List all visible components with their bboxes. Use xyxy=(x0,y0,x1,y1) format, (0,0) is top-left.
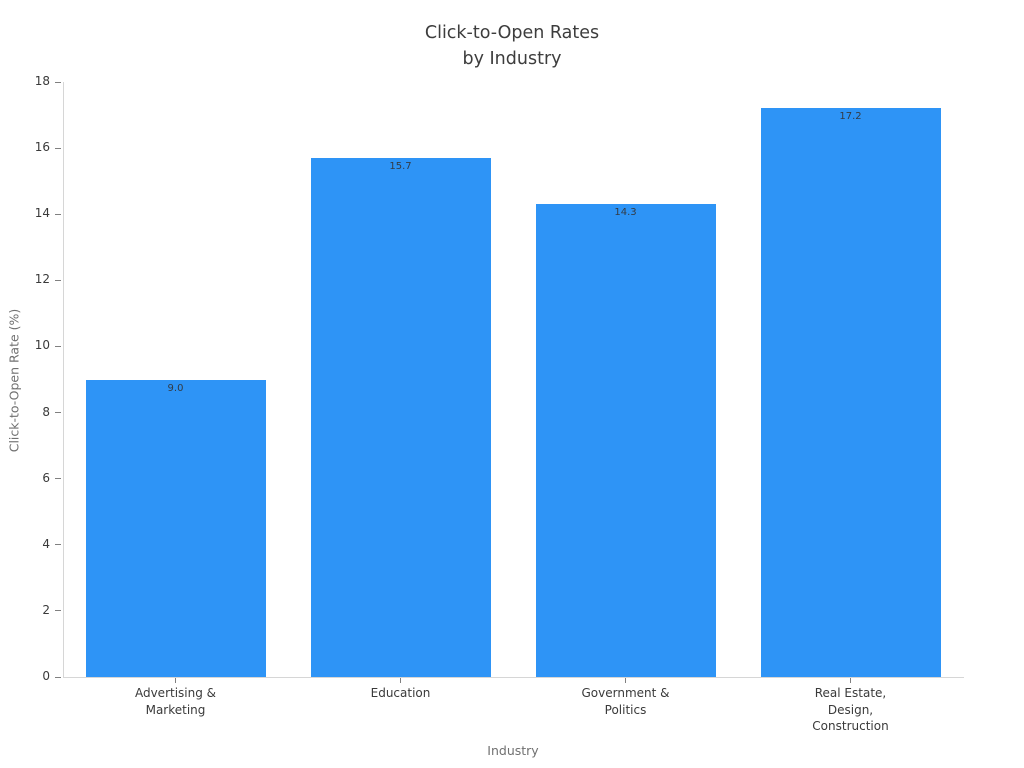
x-tick-mark xyxy=(175,678,176,683)
y-tick-mark xyxy=(55,147,61,149)
y-tick-mark xyxy=(55,345,61,347)
y-tick-mark xyxy=(55,412,61,414)
y-tick-label: 8 xyxy=(42,404,50,419)
y-tick-mark xyxy=(55,213,61,215)
y-tick-label: 16 xyxy=(34,140,50,155)
y-tick-mark xyxy=(55,544,61,546)
chart-title: Click-to-Open Rates by Industry xyxy=(424,23,600,69)
x-category-label: Advertising & Marketing xyxy=(134,686,217,717)
bar xyxy=(310,158,491,677)
x-axis-line xyxy=(63,677,964,678)
x-tick-mark xyxy=(400,678,401,683)
y-tick-label: 10 xyxy=(34,338,50,353)
y-axis-title: Click-to-Open Rate (%) xyxy=(6,308,22,453)
y-tick-mark xyxy=(55,676,61,678)
bar xyxy=(535,204,716,677)
x-tick-mark xyxy=(625,678,626,683)
bar-value-label: 9.0 xyxy=(167,382,184,394)
x-category-label: Real Estate, Design, Construction xyxy=(812,686,889,733)
bar-value-label: 14.3 xyxy=(614,207,637,219)
y-tick-label: 6 xyxy=(42,470,50,485)
bar-value-label: 15.7 xyxy=(389,161,412,173)
bar xyxy=(85,379,266,677)
x-category-label: Government & Politics xyxy=(581,686,670,717)
x-category-label: Education xyxy=(370,686,431,700)
bar xyxy=(760,108,941,677)
y-tick-mark xyxy=(55,610,61,612)
y-tick-mark xyxy=(55,279,61,281)
y-axis-line xyxy=(63,82,64,678)
y-tick-label: 2 xyxy=(42,602,50,617)
x-axis-title: Industry xyxy=(487,743,539,758)
y-tick-label: 18 xyxy=(34,74,50,88)
y-tick-label: 0 xyxy=(42,669,50,683)
y-tick-label: 12 xyxy=(34,272,50,287)
y-tick-label: 14 xyxy=(34,206,50,221)
x-tick-mark xyxy=(850,678,851,683)
bar-value-label: 17.2 xyxy=(839,111,862,123)
y-tick-mark xyxy=(55,478,61,480)
y-tick-mark xyxy=(55,81,61,83)
y-tick-label: 4 xyxy=(42,536,50,551)
